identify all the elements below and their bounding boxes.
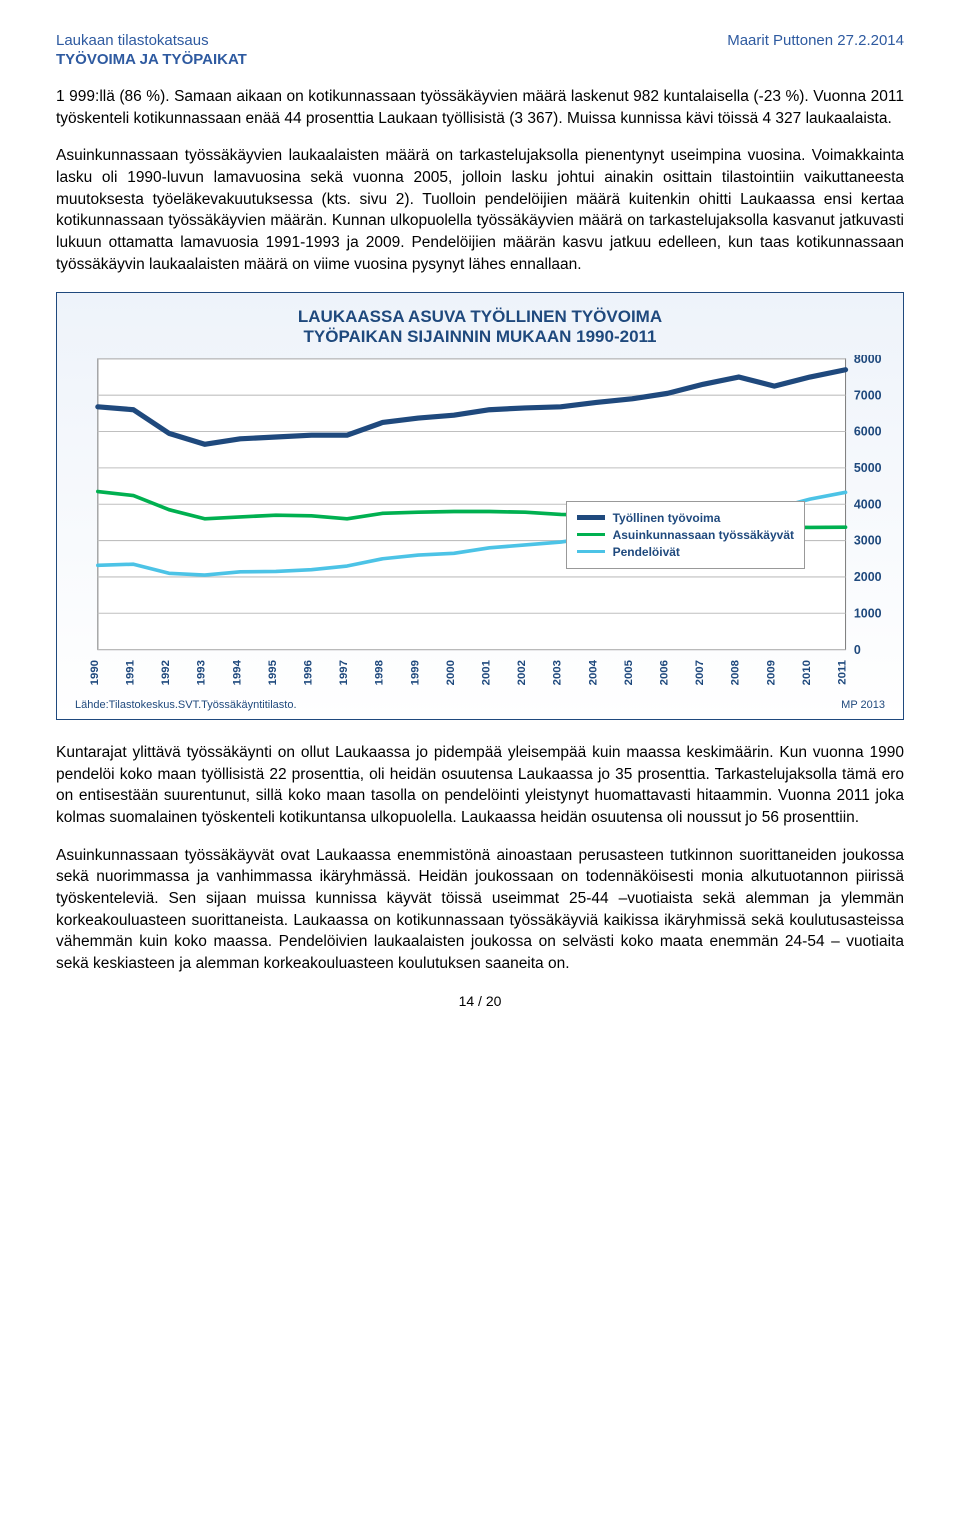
chart-author: MP 2013 xyxy=(841,699,885,711)
svg-text:1999: 1999 xyxy=(409,660,421,685)
page-number: 14 / 20 xyxy=(56,993,904,1009)
svg-text:5000: 5000 xyxy=(854,461,882,475)
svg-text:2004: 2004 xyxy=(587,659,599,685)
svg-text:2008: 2008 xyxy=(730,660,742,685)
svg-text:4000: 4000 xyxy=(854,497,882,511)
svg-text:1995: 1995 xyxy=(267,659,279,685)
legend-label: Pendelöivät xyxy=(613,545,680,559)
header-subtitle: TYÖVOIMA JA TYÖPAIKAT xyxy=(56,51,904,68)
chart-legend: Työllinen työvoima Asuinkunnassaan työssä… xyxy=(566,501,805,569)
svg-text:2003: 2003 xyxy=(552,660,564,685)
svg-text:7000: 7000 xyxy=(854,388,882,402)
svg-text:2000: 2000 xyxy=(445,660,457,685)
page-header: Laukaan tilastokatsaus Maarit Puttonen 2… xyxy=(56,32,904,49)
svg-text:2010: 2010 xyxy=(801,660,813,685)
legend-row: Asuinkunnassaan työssäkäyvät xyxy=(577,528,794,542)
svg-text:2009: 2009 xyxy=(765,660,777,685)
legend-swatch xyxy=(577,550,605,554)
chart-title: LAUKAASSA ASUVA TYÖLLINEN TYÖVOIMA xyxy=(75,307,885,327)
header-left: Laukaan tilastokatsaus xyxy=(56,32,209,49)
svg-text:1997: 1997 xyxy=(338,660,350,685)
svg-text:0: 0 xyxy=(854,643,861,657)
svg-text:2006: 2006 xyxy=(659,660,671,685)
svg-text:2000: 2000 xyxy=(854,570,882,584)
workforce-chart: LAUKAASSA ASUVA TYÖLLINEN TYÖVOIMA TYÖPA… xyxy=(56,292,904,720)
legend-label: Työllinen työvoima xyxy=(613,511,721,525)
svg-text:1994: 1994 xyxy=(231,659,243,685)
chart-subtitle: TYÖPAIKAN SIJAINNIN MUKAAN 1990-2011 xyxy=(75,327,885,347)
svg-text:1000: 1000 xyxy=(854,606,882,620)
svg-text:1991: 1991 xyxy=(124,659,136,685)
svg-text:8000: 8000 xyxy=(854,355,882,366)
chart-source: Lähde:Tilastokeskus.SVT.Työssäkäyntitila… xyxy=(75,699,297,711)
legend-row: Työllinen työvoima xyxy=(577,511,794,525)
svg-text:2007: 2007 xyxy=(694,660,706,685)
svg-text:1992: 1992 xyxy=(160,660,172,685)
legend-swatch xyxy=(577,533,605,537)
svg-text:1990: 1990 xyxy=(89,660,101,685)
svg-text:2001: 2001 xyxy=(480,659,492,685)
paragraph-2: Asuinkunnassaan työssäkäyvien laukaalais… xyxy=(56,145,904,275)
paragraph-1: 1 999:llä (86 %). Samaan aikaan on kotik… xyxy=(56,86,904,129)
svg-text:2002: 2002 xyxy=(516,660,528,685)
svg-text:1996: 1996 xyxy=(302,660,314,685)
svg-text:2011: 2011 xyxy=(837,659,849,684)
legend-label: Asuinkunnassaan työssäkäyvät xyxy=(613,528,794,542)
paragraph-3: Kuntarajat ylittävä työssäkäynti on ollu… xyxy=(56,742,904,829)
svg-text:3000: 3000 xyxy=(854,534,882,548)
legend-swatch xyxy=(577,515,605,520)
legend-row: Pendelöivät xyxy=(577,545,794,559)
svg-text:1998: 1998 xyxy=(374,660,386,685)
svg-text:2005: 2005 xyxy=(623,659,635,685)
svg-text:1993: 1993 xyxy=(196,660,208,685)
paragraph-4: Asuinkunnassaan työssäkäyvät ovat Laukaa… xyxy=(56,845,904,975)
svg-text:6000: 6000 xyxy=(854,425,882,439)
header-right: Maarit Puttonen 27.2.2014 xyxy=(727,32,904,49)
